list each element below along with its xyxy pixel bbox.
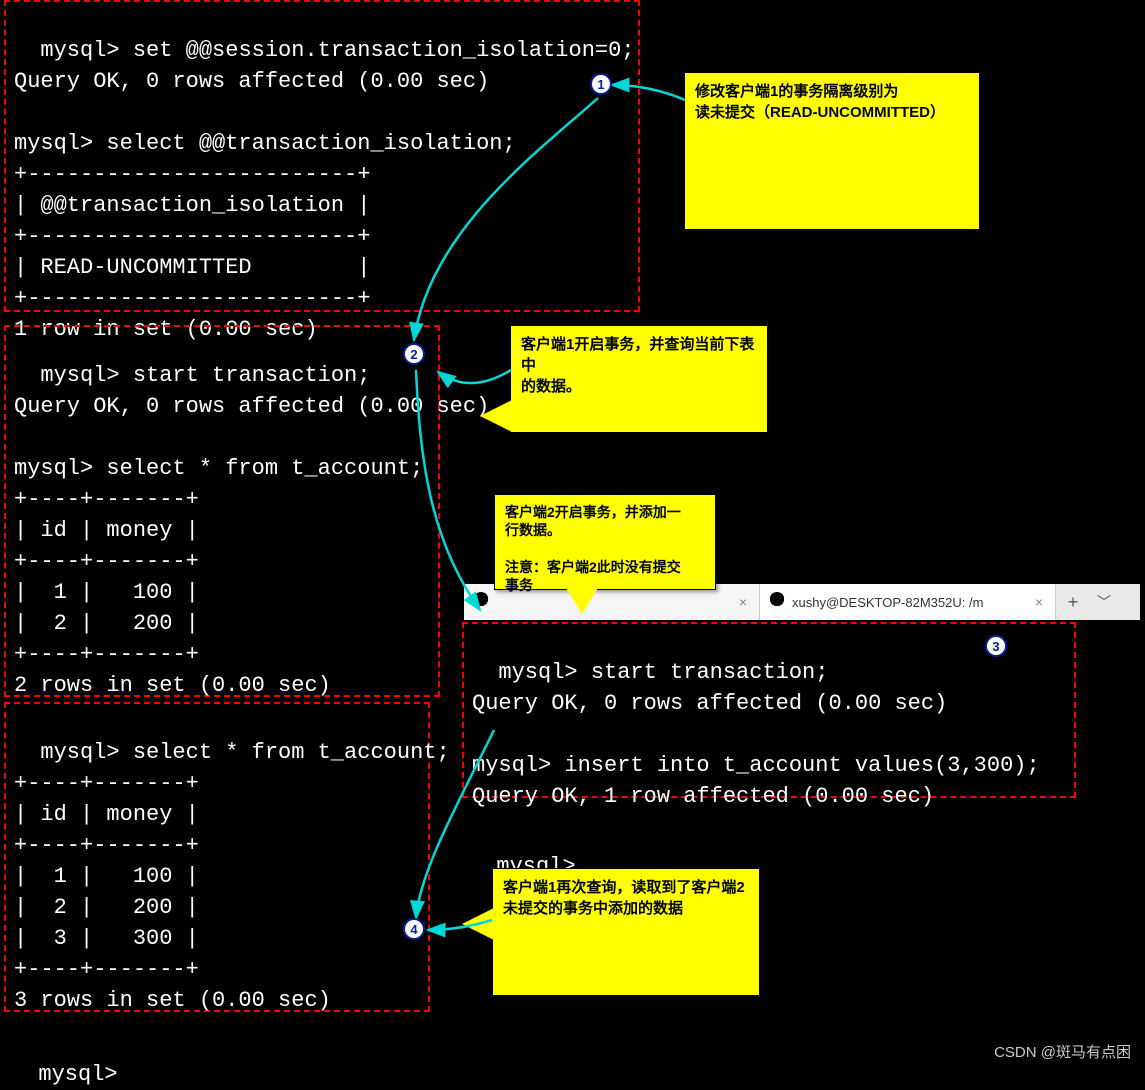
tab-dropdown-icon[interactable]: ﹀ (1090, 592, 1118, 612)
marker-3: 3 (985, 635, 1007, 657)
terminal-box-4: mysql> start transaction; Query OK, 0 ro… (462, 622, 1076, 798)
terminal-text-2: mysql> start transaction; Query OK, 0 ro… (14, 363, 489, 698)
callout-4-tail (462, 908, 494, 940)
terminal-text-1: mysql> set @@session.transaction_isolati… (14, 38, 635, 342)
marker-4: 4 (403, 918, 425, 940)
terminal-text-3: mysql> select * from t_account; +----+--… (14, 740, 450, 1013)
terminal-box-2: mysql> start transaction; Query OK, 0 ro… (4, 325, 440, 697)
tab-2-label: xushy@DESKTOP-82M352U: /m (792, 595, 983, 610)
tab-2[interactable]: xushy@DESKTOP-82M352U: /m × (760, 584, 1056, 620)
callout-3-tail (566, 588, 598, 614)
terminal-box-3: mysql> select * from t_account; +----+--… (4, 702, 430, 1012)
tab-2-close-icon[interactable]: × (1031, 594, 1047, 610)
terminal-text-4: mysql> start transaction; Query OK, 0 ro… (472, 660, 1040, 809)
callout-4: 客户端1再次查询，读取到了客户端2 未提交的事务中添加的数据 (492, 868, 760, 996)
marker-2: 2 (403, 343, 425, 365)
callout-3: 客户端2开启事务，并添加一 行数据。 注意：客户端2此时没有提交 事务 (494, 494, 716, 590)
callout-2-tail (480, 400, 512, 432)
callout-1: 修改客户端1的事务隔离级别为 读未提交（READ-UNCOMMITTED） (684, 72, 980, 230)
watermark: CSDN @斑马有点困 (994, 1041, 1131, 1062)
prompt-bottom: mysql> (12, 1028, 118, 1090)
marker-1: 1 (590, 73, 612, 95)
tab-1-close-icon[interactable]: × (735, 594, 751, 610)
terminal-box-1: mysql> set @@session.transaction_isolati… (4, 0, 640, 312)
tux-icon (768, 592, 786, 612)
callout-2: 客户端1开启事务，并查询当前下表中 的数据。 (510, 325, 768, 433)
new-tab-button[interactable]: + (1056, 592, 1090, 613)
tux-icon (472, 592, 490, 612)
